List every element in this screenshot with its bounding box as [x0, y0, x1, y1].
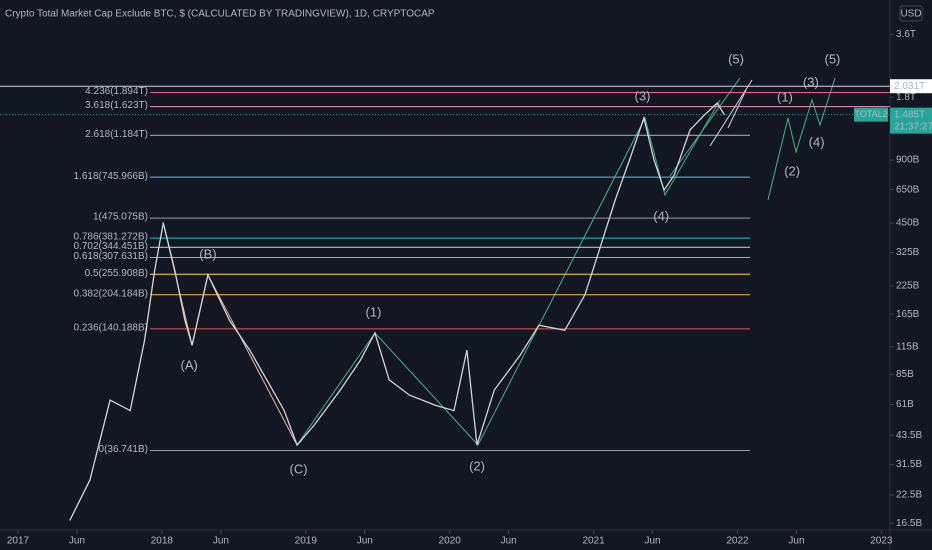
fib-level-label: 1.618(745.966B)	[73, 171, 148, 182]
x-tick-label: Jun	[788, 536, 804, 547]
wave-label: (2)	[469, 459, 485, 474]
y-tick-label: 43.5B	[896, 430, 922, 441]
price-tag	[890, 107, 932, 134]
fib-level-label: 2.618(1.184T)	[85, 129, 148, 140]
x-tick-label: 2019	[295, 536, 318, 547]
y-tick-label: 325B	[896, 247, 920, 258]
wave-label: (1)	[777, 89, 793, 104]
impulse-wave-line	[296, 99, 721, 446]
y-tick-label: 85B	[896, 369, 914, 380]
y-tick-label: 115B	[896, 342, 919, 353]
y-tick-label: 16.5B	[896, 518, 922, 529]
fib-level-label: 0.618(307.631B)	[73, 251, 148, 262]
wave-label: (5)	[824, 51, 840, 66]
channel-line	[669, 77, 741, 177]
wave-label: (A)	[181, 358, 198, 373]
currency-box	[899, 5, 923, 22]
fib-level-label: 0.786(381.272B)	[73, 232, 148, 243]
fib-level-label: 0.236(140.188B)	[73, 323, 148, 334]
fib-level-label: 0(36.741B)	[99, 444, 148, 455]
x-tick-label: 2022	[726, 536, 749, 547]
fib-level-label: 3.618(1.623T)	[85, 100, 148, 111]
x-tick-label: Jun	[213, 536, 229, 547]
x-tick-label: 2020	[439, 536, 462, 547]
y-tick-label: 225B	[896, 281, 920, 292]
countdown-label: 21:37:27	[894, 121, 932, 132]
price-line	[69, 101, 726, 521]
symbol-tag-label: TOTAL2	[854, 109, 887, 119]
fib-level-label: 4.236(1.894T)	[85, 86, 148, 97]
x-tick-label: 2021	[582, 536, 605, 547]
price-tag	[890, 79, 932, 94]
y-tick-label: 61B	[896, 399, 914, 410]
x-tick-label: Jun	[357, 536, 373, 547]
wave-label: (B)	[199, 247, 216, 262]
y-tick-label: 900B	[896, 155, 920, 166]
y-tick-label: 1.8T	[896, 92, 916, 103]
y-tick-label: 3.6T	[896, 29, 916, 40]
wave-label: (C)	[290, 462, 308, 477]
y-tick-label: 31.5B	[896, 459, 922, 470]
y-tick-label: 450B	[896, 218, 920, 229]
y-tick-label: 650B	[896, 184, 920, 195]
projection-wave-line	[767, 77, 836, 201]
wave-label: (4)	[653, 208, 669, 223]
x-tick-label: Jun	[69, 536, 85, 547]
wave-label: (3)	[803, 74, 819, 89]
currency: USD	[900, 9, 921, 20]
y-tick-label: 165B	[896, 309, 920, 320]
wave-label: (2)	[784, 163, 800, 178]
fib-level-label: 0.702(344.451B)	[73, 241, 148, 252]
x-tick-label: 2023	[870, 536, 893, 547]
x-tick-label: Jun	[501, 536, 517, 547]
fib-level-label: 0.382(204.184B)	[73, 288, 148, 299]
chart-title: Crypto Total Market Cap Exclude BTC, $ (…	[5, 9, 435, 20]
x-tick-label: 2017	[7, 536, 30, 547]
wave-label: (3)	[635, 88, 651, 103]
price-tag-label: 2.031T	[894, 81, 925, 92]
wave-label: (1)	[365, 304, 381, 319]
wave-label: (4)	[809, 134, 825, 149]
wave-label: (5)	[728, 51, 744, 66]
fib-level-label: 0.5(255.908B)	[85, 268, 148, 279]
price-tag-label: 1.485T	[894, 109, 925, 120]
x-tick-label: Jun	[645, 536, 661, 547]
symbol-tag	[854, 107, 888, 122]
channel-line	[727, 89, 747, 129]
y-tick-label: 22.5B	[896, 490, 922, 501]
fib-level-label: 1(475.075B)	[93, 212, 148, 223]
x-tick-label: 2018	[151, 536, 174, 547]
